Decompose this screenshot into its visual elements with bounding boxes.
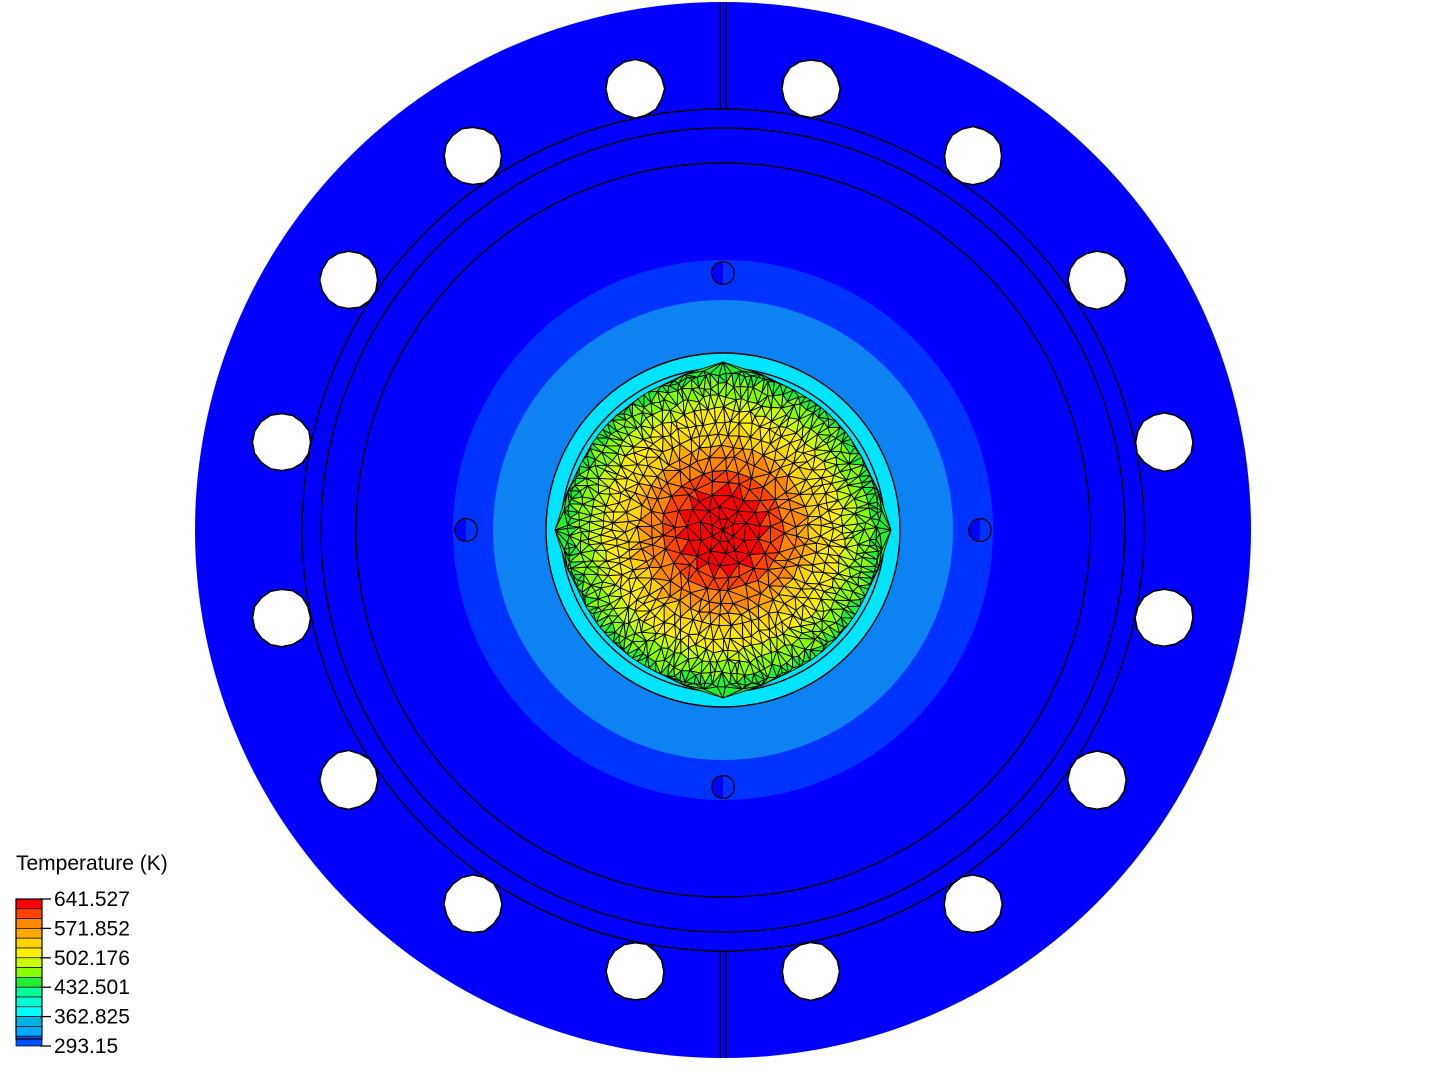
svg-text:502.176: 502.176 [54, 947, 130, 970]
svg-text:293.15: 293.15 [54, 1035, 118, 1058]
svg-text:432.501: 432.501 [54, 976, 130, 999]
svg-text:641.527: 641.527 [54, 888, 130, 911]
svg-text:571.852: 571.852 [54, 917, 130, 940]
svg-text:362.825: 362.825 [54, 1006, 130, 1029]
svg-text:Temperature (K): Temperature (K) [16, 852, 168, 875]
